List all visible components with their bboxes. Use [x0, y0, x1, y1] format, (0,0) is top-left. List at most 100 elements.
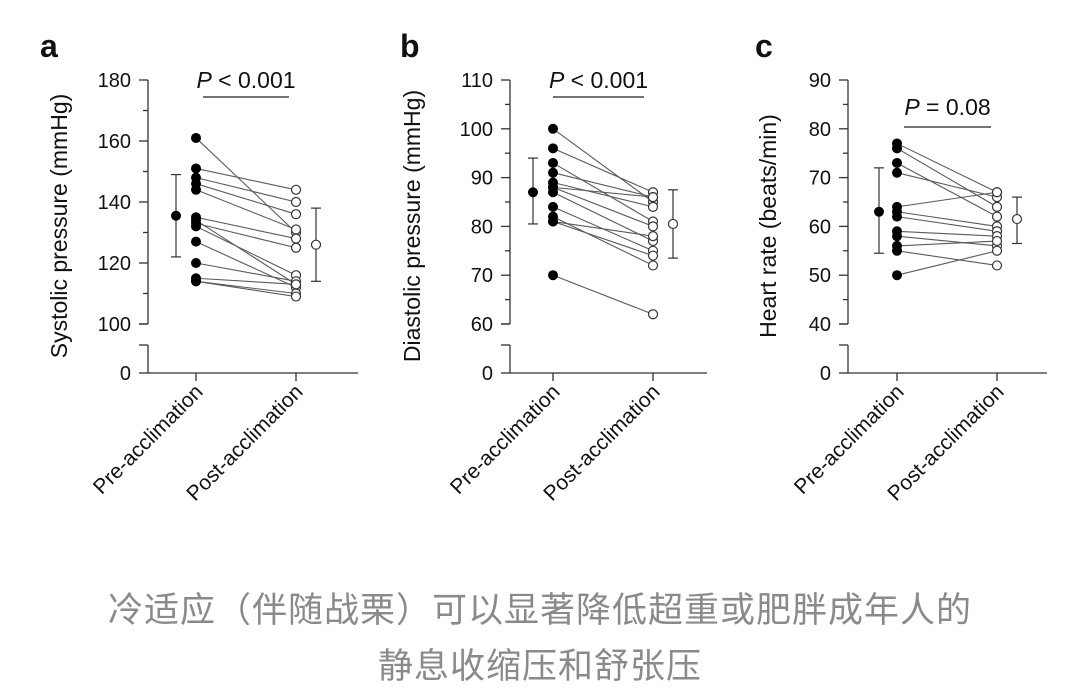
p-value-text: = 0.08	[920, 94, 991, 120]
post-point	[647, 221, 659, 232]
panel-label: a	[40, 28, 58, 64]
p-value-symbol: P	[549, 67, 565, 93]
pre-point	[191, 184, 201, 195]
p-value-label: P < 0.001	[196, 67, 295, 93]
post-point	[647, 231, 659, 242]
pre-point	[191, 276, 201, 287]
y-tick-label: 60	[809, 216, 831, 238]
y-tick-label: 160	[98, 131, 131, 153]
pair-line	[195, 225, 297, 276]
post-point	[647, 250, 659, 261]
post-point	[290, 224, 302, 235]
pre-point	[191, 132, 201, 143]
pair-line	[195, 280, 297, 298]
pair-line	[552, 172, 654, 198]
post-point	[290, 242, 302, 253]
y-tick-label: 90	[471, 168, 493, 190]
post-mean-point	[667, 218, 679, 230]
pair-line	[896, 230, 998, 237]
panel-a-systolic: a Systolic pressure (mmHg) 180 160 140 120 100…	[40, 28, 358, 505]
pre-point	[892, 231, 902, 242]
pre-point	[892, 143, 902, 154]
pair-line	[195, 189, 297, 230]
figure-panels: a Systolic pressure (mmHg) 180 160 140 120 100…	[40, 28, 1047, 505]
pair-line	[896, 240, 998, 247]
post-point	[647, 309, 659, 320]
y-tick-label: 120	[98, 253, 131, 275]
pair-line	[552, 181, 654, 208]
p-value-text: < 0.001	[212, 67, 296, 93]
pre-point	[892, 270, 902, 281]
pair-line	[195, 219, 297, 285]
pair-line	[552, 274, 654, 315]
y-tick-label: 40	[809, 314, 831, 336]
caption-line-1: 冷适应（伴随战栗）可以显著降低超重或肥胖成年人的	[107, 591, 972, 631]
y-tick-label: 80	[471, 216, 493, 238]
post-point	[647, 201, 659, 212]
pair-line	[552, 191, 654, 242]
pair-line	[552, 147, 654, 193]
y-tick-label: 180	[98, 70, 131, 92]
y-tick-label: 60	[471, 314, 493, 336]
pre-mean-point	[528, 187, 538, 198]
pre-point	[191, 221, 201, 232]
panel-label: b	[400, 28, 420, 64]
post-point	[290, 184, 302, 195]
pair-line	[552, 186, 654, 227]
pair-line	[195, 222, 297, 249]
pre-point	[191, 258, 201, 268]
pair-line	[552, 216, 654, 266]
pair-line	[195, 277, 297, 285]
pre-point	[548, 270, 558, 281]
pre-mean-point	[874, 206, 884, 217]
panel-label: c	[755, 28, 773, 64]
post-point	[991, 235, 1003, 247]
post-point	[290, 233, 302, 244]
pair-line	[195, 137, 297, 233]
pre-mean-point	[171, 210, 181, 221]
post-point	[290, 196, 302, 208]
y-axis-label: Systolic pressure (mmHg)	[46, 94, 72, 359]
pre-point	[548, 216, 558, 227]
caption-line-2: 静息收缩压和舒张压	[377, 647, 702, 687]
pre-point	[548, 201, 558, 212]
post-point	[290, 291, 302, 302]
post-point	[991, 187, 1003, 198]
pair-line	[195, 216, 297, 240]
pre-point	[892, 211, 902, 222]
y-tick-label: 110	[461, 70, 493, 92]
pre-point	[892, 157, 902, 168]
y-tick-label: 70	[809, 168, 831, 190]
pair-line	[896, 250, 998, 276]
y-tick-label: 0	[120, 363, 131, 385]
pair-line	[896, 147, 998, 208]
pair-line	[552, 220, 654, 257]
pre-point	[548, 123, 558, 134]
y-tick-label: 140	[98, 192, 131, 214]
pair-line	[896, 250, 998, 266]
pair-line	[552, 128, 654, 203]
post-point	[991, 245, 1003, 256]
pair-line	[896, 172, 998, 198]
pair-line	[896, 216, 998, 232]
pair-line	[195, 177, 297, 203]
y-tick-label: 0	[820, 363, 831, 385]
post-point	[991, 260, 1003, 271]
post-point	[290, 209, 302, 220]
pair-line	[896, 211, 998, 227]
y-axis-label: Heart rate (beats/min)	[755, 114, 781, 338]
p-value-text: < 0.001	[564, 67, 648, 93]
y-axis-label: Diastolic pressure (mmHg)	[399, 90, 425, 362]
post-mean-point	[1011, 213, 1023, 225]
post-point	[991, 201, 1003, 212]
post-point	[647, 192, 659, 203]
y-tick-label: 100	[460, 119, 493, 141]
y-tick-label: 70	[471, 265, 493, 287]
pre-point	[892, 167, 902, 178]
y-tick-label: 50	[809, 265, 831, 287]
pair-line	[195, 183, 297, 215]
y-tick-label: 90	[809, 70, 831, 92]
p-value-symbol: P	[904, 94, 920, 120]
panel-b-diastolic: b Diastolic pressure (mmHg) 110 100 90 80 70 60…	[399, 28, 707, 505]
